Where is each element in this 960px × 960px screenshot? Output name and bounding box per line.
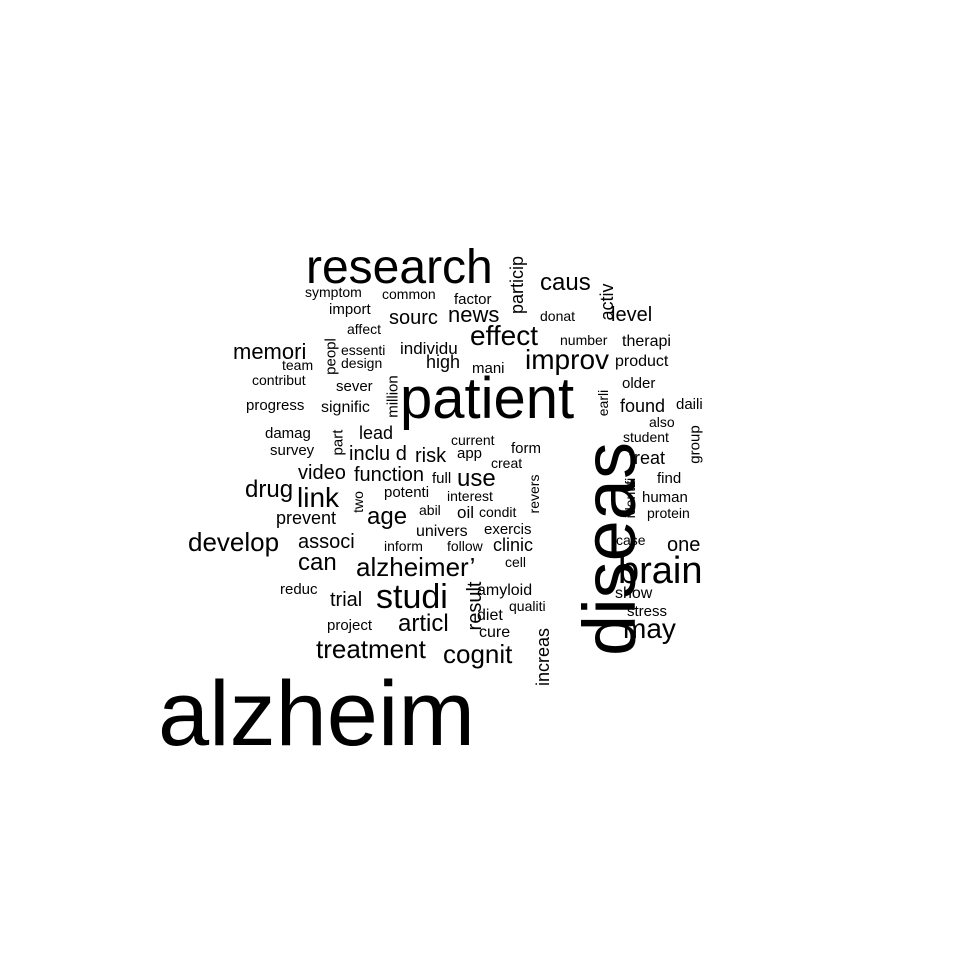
word-number: number: [560, 332, 608, 348]
word-contribut: contribut: [252, 372, 306, 388]
word-stress: stress: [627, 603, 668, 620]
word-team: team: [282, 357, 314, 373]
word-interest: interest: [447, 488, 493, 504]
word-oil: oil: [457, 503, 475, 522]
word-memori: memori: [233, 339, 307, 364]
word-articl: articl: [398, 610, 449, 637]
word-reduc: reduc: [280, 581, 318, 598]
word-part: part: [329, 429, 347, 456]
word-student: student: [623, 429, 669, 445]
word-show: show: [615, 585, 653, 602]
word-sourc: sourc: [389, 307, 438, 329]
word-found: found: [620, 396, 666, 416]
word-sever: sever: [336, 378, 373, 395]
word-particip: particip: [507, 255, 527, 315]
word-progress: progress: [246, 397, 305, 414]
word-common: common: [382, 286, 436, 302]
word-inform: inform: [384, 538, 423, 554]
word-trial: trial: [330, 589, 363, 611]
word-use: use: [457, 465, 496, 492]
word-current: current: [451, 432, 495, 448]
word-abil: abil: [419, 502, 441, 518]
word-app: app: [457, 445, 483, 462]
word-full: full: [432, 470, 452, 487]
word-activ: activ: [597, 283, 617, 321]
word-protein: protein: [647, 505, 690, 521]
word-prevent: prevent: [276, 508, 337, 528]
word-also: also: [649, 414, 675, 430]
word-treat: treat: [629, 448, 666, 468]
word-patient: patient: [400, 366, 575, 431]
word-signific: signific: [321, 399, 370, 416]
word-develop: develop: [188, 527, 280, 557]
word-one: one: [667, 534, 701, 556]
word-potenti: potenti: [384, 484, 430, 501]
word-human: human: [642, 489, 688, 506]
word-creat: creat: [491, 455, 523, 471]
word-find: find: [657, 470, 682, 487]
word-increas: increas: [533, 627, 553, 687]
word-damag: damag: [265, 425, 311, 442]
word-amyloid: amyloid: [477, 582, 533, 599]
word-can: can: [298, 549, 337, 576]
word-earli: earli: [595, 389, 611, 417]
word-video: video: [298, 462, 346, 484]
word-alzheim: alzheim: [158, 663, 476, 765]
word-therapi: therapi: [622, 333, 671, 350]
word-daili: daili: [676, 396, 703, 413]
word-factor: factor: [454, 291, 492, 308]
word-lead: lead: [359, 423, 394, 443]
word-age: age: [367, 503, 408, 530]
word-univers: univers: [416, 523, 468, 540]
word-high: high: [426, 352, 461, 372]
word-identifi: identifi: [622, 477, 638, 519]
word-survey: survey: [270, 442, 315, 459]
word-symptom: symptom: [305, 284, 362, 300]
word-cognit: cognit: [443, 639, 513, 669]
word-million: million: [384, 375, 402, 418]
word-project: project: [327, 617, 373, 634]
word-qualiti: qualiti: [509, 598, 546, 614]
word-revers: revers: [526, 474, 542, 514]
word-individu: individu: [400, 339, 458, 358]
word-form: form: [511, 440, 541, 457]
word-case: case: [616, 532, 646, 548]
word-peopl: peopl: [322, 338, 340, 375]
word-donat: donat: [540, 308, 576, 324]
word-level: level: [611, 304, 653, 326]
word-improv: improv: [525, 344, 610, 375]
word-diet: diet: [477, 607, 503, 624]
word-design: design: [341, 355, 383, 371]
word-clinic: clinic: [493, 535, 534, 555]
word-risk: risk: [415, 445, 447, 467]
word-affect: affect: [347, 321, 381, 337]
word-two: two: [350, 491, 366, 513]
word-cell: cell: [505, 554, 527, 570]
word-may: may: [623, 613, 676, 644]
word-essenti: essenti: [341, 342, 386, 358]
word-caus: caus: [540, 269, 591, 296]
word-follow: follow: [447, 538, 483, 554]
word-function: function: [354, 464, 425, 486]
word-older: older: [622, 375, 656, 392]
word-exercis: exercis: [484, 521, 532, 538]
word-condit: condit: [479, 504, 517, 520]
word-drug: drug: [245, 476, 294, 503]
word-import: import: [329, 301, 371, 318]
word-news: news: [448, 302, 500, 327]
word-group: group: [686, 425, 704, 464]
word-mani: mani: [472, 360, 505, 377]
word-alzheimer: alzheimer’: [356, 552, 476, 582]
word-effect: effect: [470, 320, 538, 351]
word-includ: inclu d: [349, 443, 407, 465]
word-research: research: [306, 241, 493, 294]
word-cure: cure: [479, 624, 511, 641]
word-studi: studi: [376, 578, 448, 616]
word-treatment: treatment: [316, 634, 426, 664]
word-associ: associ: [298, 531, 355, 553]
word-brain: brain: [618, 550, 703, 592]
word-link: link: [297, 482, 340, 513]
word-product: product: [615, 353, 669, 370]
